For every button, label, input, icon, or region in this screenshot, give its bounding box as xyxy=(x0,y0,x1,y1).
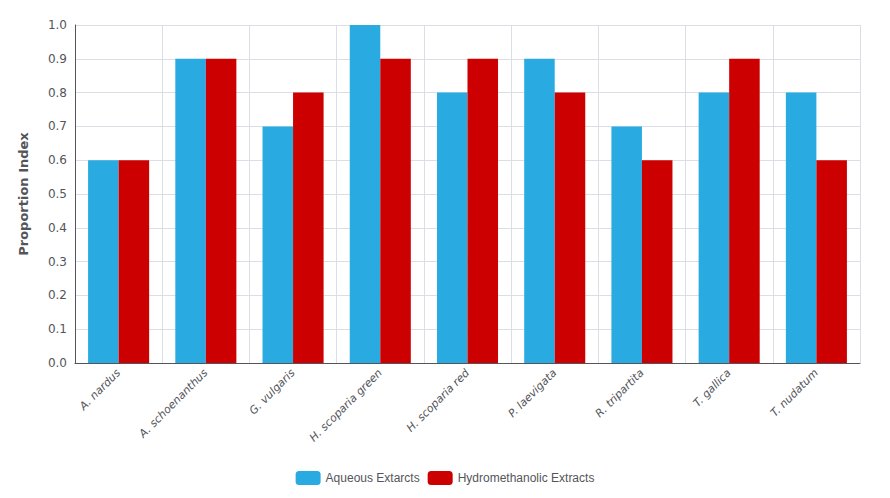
svg-text:T. gallica: T. gallica xyxy=(691,366,734,409)
svg-text:P. laevigata: P. laevigata xyxy=(506,366,560,420)
svg-text:T. nudatum: T. nudatum xyxy=(768,366,821,419)
svg-text:0.5: 0.5 xyxy=(48,187,67,201)
svg-text:H. scoparia red: H. scoparia red xyxy=(404,366,473,435)
svg-text:H. scoparia green: H. scoparia green xyxy=(307,366,385,444)
svg-text:Hydromethanolic Extracts: Hydromethanolic Extracts xyxy=(458,471,595,485)
svg-text:A. nardus: A. nardus xyxy=(76,366,123,413)
svg-text:Aqueous Extarcts: Aqueous Extarcts xyxy=(326,471,420,485)
svg-text:0.9: 0.9 xyxy=(48,52,67,66)
svg-text:0.3: 0.3 xyxy=(48,255,67,269)
svg-text:0.0: 0.0 xyxy=(48,356,67,370)
svg-text:R. tripartita: R. tripartita xyxy=(593,366,647,420)
svg-text:0.7: 0.7 xyxy=(48,119,67,133)
svg-text:0.1: 0.1 xyxy=(48,322,67,336)
svg-text:G. vulgaris: G. vulgaris xyxy=(247,366,298,417)
svg-text:1.0: 1.0 xyxy=(48,18,67,32)
svg-text:0.4: 0.4 xyxy=(48,221,67,235)
svg-text:0.2: 0.2 xyxy=(48,288,67,302)
svg-text:Proportion Index: Proportion Index xyxy=(16,132,31,256)
svg-text:0.6: 0.6 xyxy=(48,153,67,167)
svg-text:0.8: 0.8 xyxy=(48,86,67,100)
svg-text:A. schoenanthus: A. schoenanthus xyxy=(136,366,211,441)
